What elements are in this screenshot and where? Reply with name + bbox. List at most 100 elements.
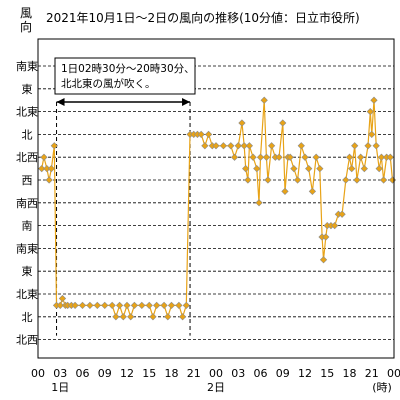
data-point bbox=[127, 313, 135, 321]
data-point bbox=[238, 119, 246, 127]
data-point bbox=[255, 199, 263, 207]
data-point bbox=[179, 313, 187, 321]
x-tick-label: 12 bbox=[120, 367, 134, 380]
data-point bbox=[175, 301, 183, 310]
data-point bbox=[182, 301, 190, 310]
data-point bbox=[308, 187, 317, 196]
data-point bbox=[375, 164, 383, 173]
x-tick-label: 12 bbox=[298, 367, 312, 380]
data-point bbox=[167, 301, 176, 310]
data-point bbox=[281, 187, 289, 196]
x-tick-label: 15 bbox=[142, 367, 156, 380]
data-point bbox=[204, 130, 213, 139]
y-axis-title: 風 向 bbox=[20, 6, 32, 34]
x-tick-label: 00 bbox=[31, 367, 45, 380]
data-point bbox=[331, 221, 339, 230]
x-tick-labels: 00 03 06 09 12 15 18 21 00 03 06 09 12 15 18 21 00 1日 2日 (時… bbox=[31, 367, 400, 394]
data-point bbox=[164, 313, 172, 321]
y-tick-label: 北東 bbox=[16, 106, 38, 119]
data-point bbox=[377, 153, 386, 161]
data-point bbox=[345, 153, 354, 161]
y-tick-label: 北東 bbox=[16, 288, 38, 301]
x-tick-label: 00 bbox=[387, 367, 400, 380]
x-tick-label: 18 bbox=[343, 367, 357, 380]
data-point bbox=[244, 176, 252, 184]
annotation-line-1: 1日02時30分～20時30分、 bbox=[61, 63, 195, 75]
y-tick-label: 西 bbox=[22, 174, 33, 187]
y-tick-label: 北 bbox=[22, 311, 33, 324]
y-axis-title-char-1: 風 bbox=[20, 6, 32, 20]
data-point bbox=[348, 164, 356, 173]
data-point bbox=[197, 130, 205, 139]
annotation-line-2: 北北東の風が吹く。 bbox=[61, 77, 156, 90]
data-point bbox=[366, 107, 374, 116]
range-arrow-head-right bbox=[182, 98, 191, 106]
x-tick-label: 09 bbox=[98, 367, 112, 380]
data-point bbox=[71, 301, 79, 310]
x-tick-label: 21 bbox=[365, 367, 379, 380]
data-point bbox=[149, 313, 157, 321]
data-point bbox=[338, 210, 346, 218]
series-markers bbox=[38, 96, 397, 321]
x-tick-label: 00 bbox=[209, 367, 223, 380]
data-point bbox=[145, 301, 153, 310]
data-point bbox=[386, 153, 394, 161]
y-tick-label: 南東 bbox=[16, 60, 38, 73]
data-point bbox=[262, 153, 271, 161]
x-tick-label: 21 bbox=[187, 367, 201, 380]
data-point bbox=[201, 142, 209, 150]
data-point bbox=[78, 301, 87, 310]
data-point bbox=[230, 153, 239, 161]
data-point bbox=[240, 142, 248, 150]
y-axis-title-char-2: 向 bbox=[20, 19, 32, 34]
data-point bbox=[227, 142, 235, 150]
x-axis-unit: (時) bbox=[372, 381, 392, 394]
data-point bbox=[160, 301, 168, 310]
data-point bbox=[47, 164, 55, 173]
data-point bbox=[93, 301, 101, 310]
data-point bbox=[372, 142, 380, 150]
data-point bbox=[268, 142, 276, 150]
data-point bbox=[50, 142, 58, 150]
data-point bbox=[290, 164, 298, 173]
y-tick-label: 東 bbox=[22, 265, 33, 278]
data-point bbox=[388, 176, 397, 184]
data-point bbox=[112, 313, 120, 321]
data-point bbox=[322, 233, 330, 241]
data-point bbox=[319, 256, 328, 264]
data-point bbox=[260, 96, 268, 104]
data-point bbox=[264, 176, 272, 184]
x-day-label: 2日 bbox=[207, 381, 225, 394]
x-tick-label: 06 bbox=[254, 367, 268, 380]
data-point bbox=[123, 301, 131, 310]
x-tick-label: 03 bbox=[231, 367, 245, 380]
y-tick-label: 東 bbox=[22, 83, 33, 96]
data-point bbox=[368, 130, 376, 139]
x-tick-label: 09 bbox=[276, 367, 290, 380]
data-point bbox=[58, 294, 67, 303]
annotation: 1日02時30分～20時30分、 北北東の風が吹く。 bbox=[54, 57, 196, 95]
data-point bbox=[297, 142, 305, 150]
data-point bbox=[342, 176, 350, 184]
data-point bbox=[119, 313, 127, 321]
data-point bbox=[153, 301, 161, 310]
data-point bbox=[353, 176, 361, 184]
data-point bbox=[38, 164, 46, 173]
range-arrow-head-left bbox=[56, 98, 65, 106]
y-tick-label: 北 bbox=[22, 128, 33, 141]
y-tick-label: 北西 bbox=[16, 151, 38, 164]
data-point bbox=[249, 153, 257, 161]
data-point bbox=[45, 176, 53, 184]
plot-frame bbox=[37, 38, 395, 359]
data-point bbox=[253, 164, 261, 173]
grid-lines bbox=[38, 65, 394, 341]
data-point bbox=[286, 153, 294, 161]
y-tick-label: 南東 bbox=[16, 242, 38, 255]
data-point bbox=[357, 153, 365, 161]
chart-title: 2021年10月1日～2日の風向の推移(10分値：日立市役所) bbox=[46, 10, 360, 25]
data-point bbox=[212, 142, 220, 150]
data-point bbox=[40, 153, 48, 161]
data-point bbox=[305, 164, 313, 173]
data-point bbox=[245, 142, 253, 150]
